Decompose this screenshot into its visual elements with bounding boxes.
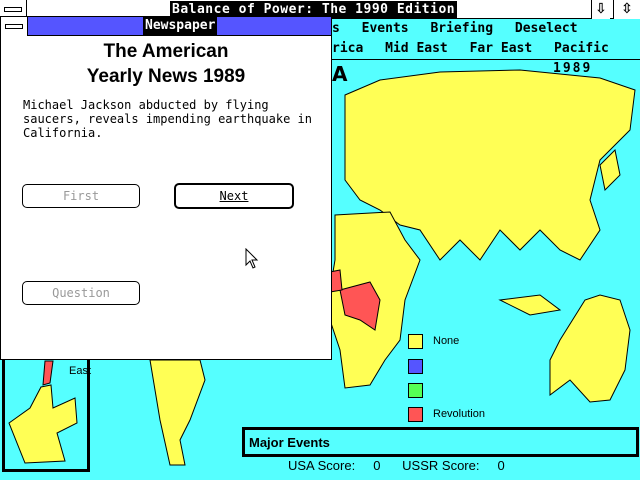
first-button[interactable]: First [22, 184, 140, 208]
region-heading: A [332, 62, 348, 86]
minimize-button[interactable]: ⇩ [591, 0, 610, 19]
year-display: 1989 [553, 61, 593, 76]
menu-bar: s Events Briefing Deselect [332, 21, 592, 36]
usa-score: 0 [373, 458, 381, 473]
ussr-score: 0 [497, 458, 505, 473]
ussr-score-label: USSR Score: [402, 458, 480, 473]
legend-swatch-green [408, 383, 423, 398]
headline: The American Yearly News 1989 [1, 39, 331, 89]
australia [549, 294, 631, 403]
headline-line-1: The American [103, 41, 229, 62]
maximize-button[interactable]: ⇳ [613, 0, 640, 19]
menu-briefing[interactable]: Briefing [430, 21, 494, 36]
system-menu-icon [5, 24, 23, 29]
headline-line-2: Yearly News 1989 [86, 66, 246, 87]
legend-swatch-none [408, 334, 423, 349]
revolution-country [339, 281, 381, 331]
inset-label: East [69, 365, 92, 377]
legend-label: Revolution [433, 408, 485, 420]
legend-swatch-revolution [408, 407, 423, 422]
menu-mid-east[interactable]: Mid East [385, 41, 448, 56]
legend-swatch-blue [408, 359, 423, 374]
middle-east-inset[interactable]: East [2, 350, 92, 472]
mouse-pointer-icon [245, 248, 259, 269]
menu-pacific[interactable]: Pacific [554, 41, 609, 56]
eurasia [344, 69, 636, 261]
system-menu-icon [4, 7, 22, 12]
question-button[interactable]: Question [22, 281, 140, 305]
app-title-bar: Balance of Power: The 1990 Edition ⇩ ⇳ [0, 0, 640, 19]
app-title: Balance of Power: The 1990 Edition [170, 1, 458, 18]
newspaper-window: Newspaper The American Yearly News 1989 … [0, 16, 332, 360]
south-america [149, 359, 206, 466]
region-menu-bar: rica Mid East Far East Pacific [332, 41, 623, 56]
menu-divider [332, 59, 640, 60]
menu-events[interactable]: Events [361, 21, 409, 36]
japan [599, 148, 621, 192]
system-menu-button[interactable] [0, 0, 27, 19]
score-line: USA Score: 0 USSR Score: 0 [288, 458, 505, 473]
newspaper-title-bar[interactable]: Newspaper [1, 17, 331, 36]
major-events-panel: Major Events [242, 427, 639, 457]
menu-africa[interactable]: rica [332, 41, 364, 56]
menu-item-partial[interactable]: s [332, 21, 340, 36]
menu-deselect[interactable]: Deselect [514, 21, 578, 36]
news-story: Michael Jackson abducted by flying sauce… [23, 98, 312, 140]
usa-score-label: USA Score: [288, 458, 356, 473]
next-button[interactable]: Next [174, 183, 294, 209]
indonesia [498, 294, 562, 316]
legend-label: None [433, 335, 460, 347]
menu-far-east[interactable]: Far East [469, 41, 533, 56]
inset-map [8, 360, 78, 464]
newspaper-title: Newspaper [143, 17, 218, 35]
newspaper-system-menu[interactable] [1, 17, 28, 36]
